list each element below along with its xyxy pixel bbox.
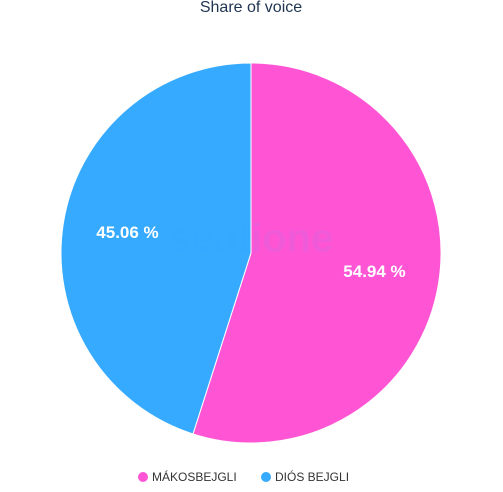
- watermark: sentione: [169, 217, 333, 261]
- value-label: 45.06 %: [96, 223, 158, 242]
- legend-label: DIÓS BEJGLI: [275, 469, 349, 484]
- pie-slice: [60, 62, 252, 435]
- legend-marker: [261, 472, 271, 482]
- pie-slice: [192, 62, 442, 444]
- legend-label: MÁKOSBEJGLI: [152, 469, 237, 484]
- value-label: 54.94 %: [343, 262, 405, 281]
- chart-title: Share of voice: [200, 0, 302, 16]
- legend-marker: [138, 472, 148, 482]
